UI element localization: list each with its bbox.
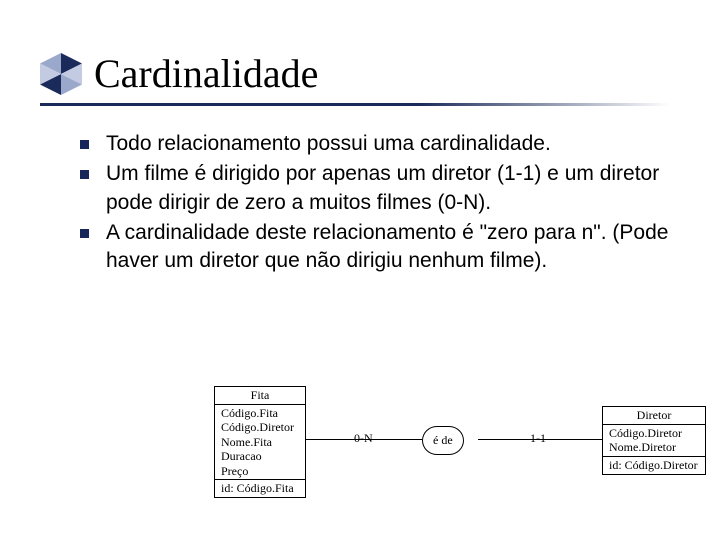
attr: Preço bbox=[221, 464, 299, 478]
entity-diretor: Diretor Código.Diretor Nome.Diretor id: … bbox=[602, 406, 706, 475]
bullet-list: Todo relacionamento possui uma cardinali… bbox=[80, 130, 670, 276]
page-title: Cardinalidade bbox=[94, 50, 318, 97]
list-item: A cardinalidade deste relacionamento é "… bbox=[80, 219, 670, 276]
cardinality-left: 0-N bbox=[354, 431, 373, 446]
entity-name: Diretor bbox=[603, 407, 705, 425]
entity-attrs: Código.Fita Código.Diretor Nome.Fita Dur… bbox=[215, 405, 305, 480]
list-item: Todo relacionamento possui uma cardinali… bbox=[80, 130, 670, 158]
attr: Código.Fita bbox=[221, 406, 299, 420]
logo-icon bbox=[40, 53, 82, 95]
entity-attrs: Código.Diretor Nome.Diretor bbox=[603, 425, 705, 457]
attr: Código.Diretor bbox=[609, 426, 699, 440]
attr: Nome.Fita bbox=[221, 435, 299, 449]
title-row: Cardinalidade bbox=[40, 50, 690, 97]
list-item: Um filme é dirigido por apenas um direto… bbox=[80, 160, 670, 217]
attr: Código.Diretor bbox=[221, 420, 299, 434]
relationship-diamond: é de bbox=[422, 426, 464, 455]
entity-name: Fita bbox=[215, 387, 305, 405]
attr: Nome.Diretor bbox=[609, 440, 699, 454]
er-diagram: Fita Código.Fita Código.Diretor Nome.Fit… bbox=[214, 386, 704, 516]
attr: Duracao bbox=[221, 449, 299, 463]
entity-id: id: Código.Fita bbox=[215, 480, 305, 497]
entity-id: id: Código.Diretor bbox=[603, 457, 705, 474]
entity-fita: Fita Código.Fita Código.Diretor Nome.Fit… bbox=[214, 386, 306, 498]
cardinality-right: 1-1 bbox=[530, 431, 546, 446]
title-underline bbox=[40, 103, 670, 106]
